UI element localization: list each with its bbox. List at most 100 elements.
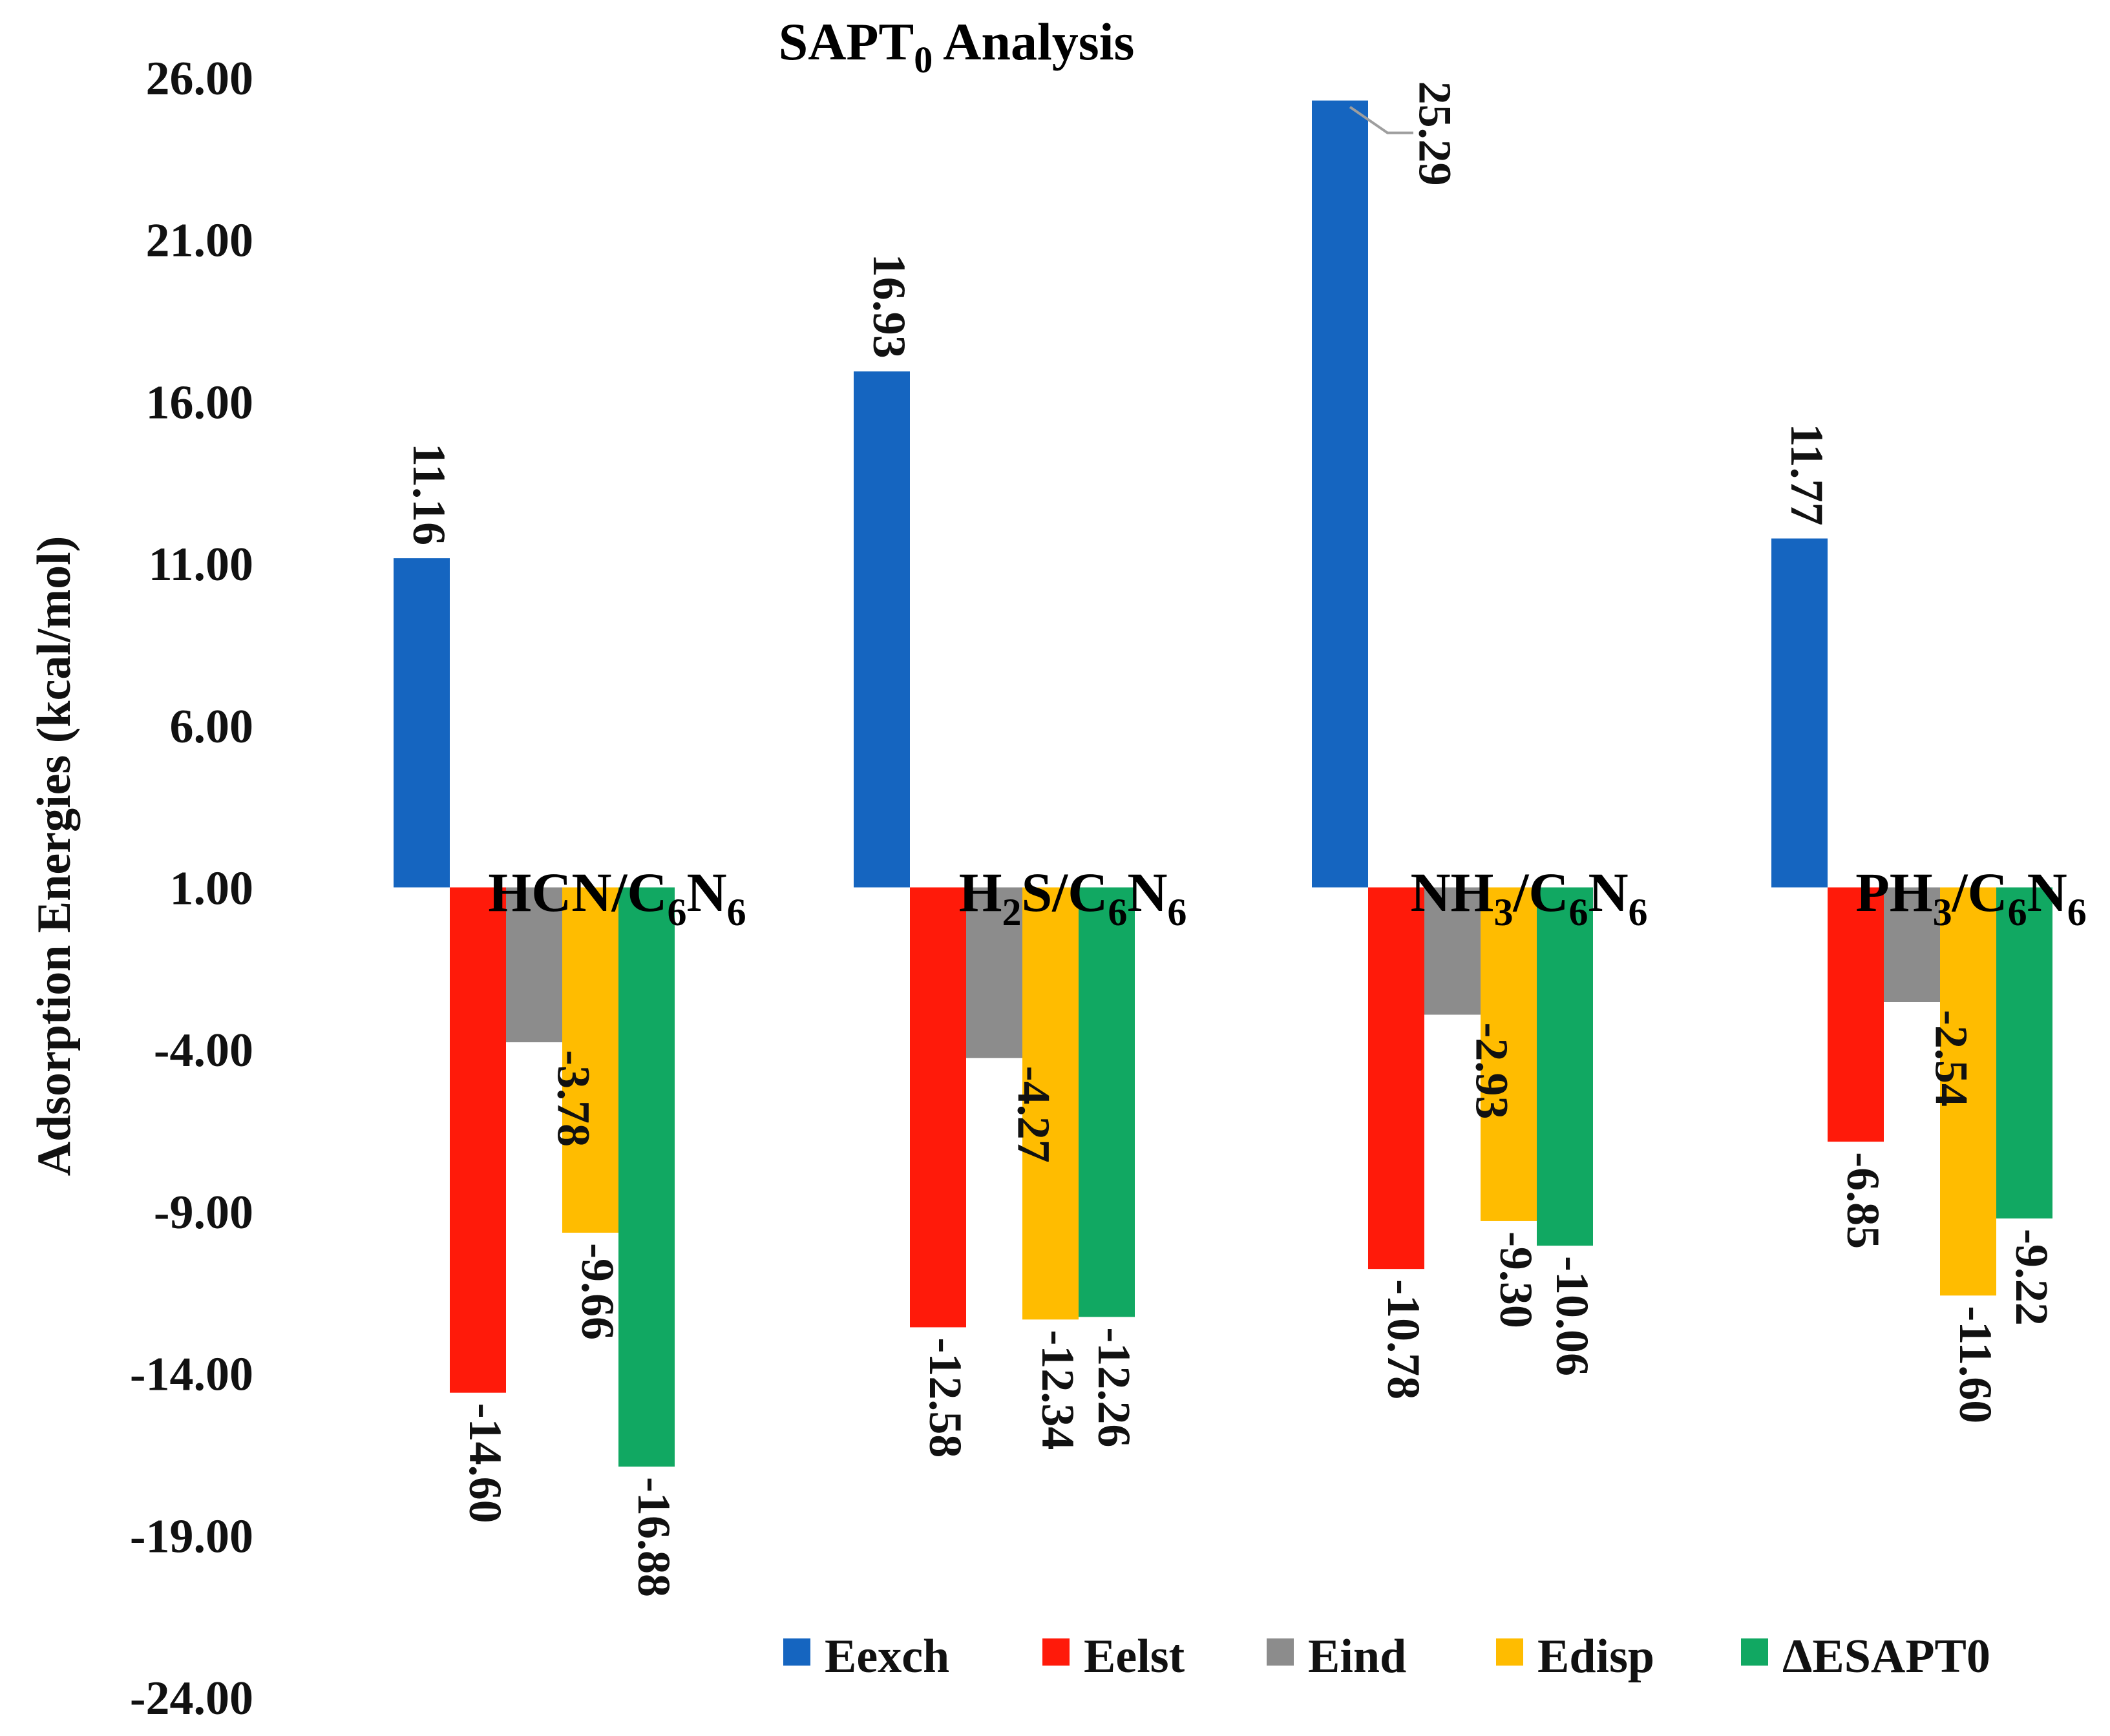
bar-eind-3 — [1424, 887, 1481, 1015]
bar-value-label: -6.85 — [1837, 1152, 1889, 1249]
category-label-part: 6 — [1568, 891, 1588, 934]
legend-swatch — [1496, 1638, 1523, 1666]
bar-value-label: 11.16 — [403, 443, 455, 545]
bar-eexch-2 — [854, 371, 910, 888]
bar-value-label: -2.93 — [1466, 1023, 1517, 1120]
category-label-part: N — [1127, 861, 1167, 923]
category-label-part: N — [2027, 861, 2067, 923]
legend-label: Edisp — [1537, 1630, 1654, 1683]
y-tick-label: 11.00 — [149, 538, 253, 591]
bar-eind-2 — [966, 887, 1022, 1058]
y-tick-label: 1.00 — [170, 863, 254, 915]
y-axis-label: Adsorption Energies (kcal/mol) — [28, 536, 81, 1177]
bar-value-label: -14.60 — [459, 1403, 511, 1523]
category-label: NH3/C6N6 — [1410, 861, 1647, 934]
legend-swatch — [1741, 1638, 1768, 1666]
chart-title-rest: Analysis — [933, 12, 1134, 71]
legend-label: Eexch — [825, 1630, 949, 1683]
bar-edisp-2 — [1022, 887, 1079, 1320]
y-tick-label: 21.00 — [146, 214, 254, 267]
bar-value-label: -3.78 — [547, 1050, 599, 1147]
legend-swatch — [783, 1638, 810, 1666]
chart-title-main: SAPT — [779, 12, 914, 71]
bar-value-label: 16.93 — [863, 254, 915, 359]
bar-eind-4 — [1884, 887, 1940, 1002]
bar-esapt0-1 — [618, 887, 675, 1467]
bar-value-label: -4.27 — [1008, 1066, 1059, 1163]
bar-edisp-4 — [1940, 887, 1996, 1296]
chart-title-subscript: 0 — [914, 39, 933, 81]
y-tick-label: 16.00 — [146, 376, 254, 429]
category-label-part: H — [959, 861, 1002, 923]
category-label-part: /C — [1952, 861, 2008, 923]
bar-value-label: -9.66 — [572, 1243, 624, 1340]
legend-swatch — [1042, 1638, 1070, 1666]
bar-value-label: -10.06 — [1546, 1256, 1598, 1376]
bar-eelst-1 — [450, 887, 506, 1393]
category-label-part: 6 — [1108, 891, 1127, 934]
legend-label: Eind — [1308, 1630, 1406, 1683]
bar-value-label: -10.78 — [1378, 1279, 1430, 1399]
category-label-part: 2 — [1002, 891, 1021, 934]
bar-esapt0-4 — [1996, 887, 2052, 1218]
y-axis-label-group: Adsorption Energies (kcal/mol) — [28, 536, 81, 1177]
category-label-part: 6 — [1167, 891, 1187, 934]
bar-edisp-1 — [562, 887, 618, 1233]
y-tick-label: -19.00 — [130, 1510, 253, 1563]
bar-value-label: 11.77 — [1781, 423, 1833, 525]
bar-value-label: 25.29 — [1409, 81, 1461, 186]
bar-value-label: -9.22 — [2006, 1229, 2058, 1326]
bar-value-label: -12.34 — [1032, 1330, 1084, 1450]
bar-eelst-2 — [910, 887, 966, 1328]
y-tick-label: -24.00 — [130, 1672, 253, 1725]
legend-label: Eelst — [1084, 1630, 1185, 1683]
y-tick-label: -4.00 — [154, 1024, 253, 1077]
bar-eexch-4 — [1771, 538, 1828, 888]
category-label-part: 3 — [1493, 891, 1513, 934]
category-label-part: NH — [1410, 861, 1493, 923]
category-label-part: N — [687, 861, 727, 923]
bar-eind-1 — [506, 887, 562, 1043]
category-label-part: 6 — [2067, 891, 2087, 934]
category-label: H2S/C6N6 — [959, 861, 1187, 934]
y-tick-label: 26.00 — [146, 52, 254, 105]
bar-esapt0-2 — [1079, 887, 1135, 1317]
y-tick-label: -14.00 — [130, 1348, 253, 1401]
bar-eexch-1 — [394, 558, 450, 888]
bar-value-labels: 11.16 16.93 25.29 11.77 -14.60 -12.58 -10.78 -6… — [403, 81, 2058, 1597]
label-leader-line — [1349, 105, 1413, 134]
category-label: PH3/C6N6 — [1855, 861, 2087, 934]
bar-eexch-3 — [1312, 100, 1368, 888]
y-tick-label: -9.00 — [154, 1186, 253, 1239]
bar-esapt0-3 — [1537, 887, 1593, 1246]
y-tick-label: 6.00 — [170, 700, 254, 753]
bar-value-label: -16.88 — [628, 1477, 680, 1597]
category-label-part: 6 — [1629, 891, 1648, 934]
legend-swatch — [1267, 1638, 1294, 1666]
legend: Eexch Eelst Eind Edisp ΔESAPT0 — [783, 1630, 1990, 1683]
category-label-part: 6 — [727, 891, 746, 934]
category-label-part: N — [1588, 861, 1628, 923]
category-labels: HCN/C6N6 H2S/C6N6 NH3/C6N6 PH3/C6N6 — [488, 861, 2086, 934]
category-label-part: S/C — [1021, 861, 1108, 923]
category-label-part: HCN/C — [488, 861, 667, 923]
category-label-part: /C — [1512, 861, 1568, 923]
bar-eelst-3 — [1368, 887, 1424, 1270]
bar-value-label: -9.30 — [1490, 1231, 1542, 1328]
legend-label: ΔESAPT0 — [1782, 1630, 1990, 1683]
category-label: HCN/C6N6 — [488, 861, 746, 934]
category-label-part: 6 — [2008, 891, 2027, 934]
category-label-part: 3 — [1933, 891, 1952, 934]
chart-title: SAPT0 Analysis — [779, 12, 1135, 81]
bar-eelst-4 — [1828, 887, 1884, 1142]
bar-value-label: -12.26 — [1088, 1327, 1140, 1447]
bar-edisp-3 — [1481, 887, 1537, 1221]
bars — [394, 100, 2052, 1467]
bar-value-label: -2.54 — [1925, 1010, 1977, 1107]
bar-value-label: -11.60 — [1950, 1306, 2001, 1423]
category-label-part: PH — [1855, 861, 1932, 923]
y-axis-ticks: 26.00 21.00 16.00 11.00 6.00 1.00 -4.00 -9.00 -1… — [130, 52, 253, 1725]
bar-value-label: -12.58 — [920, 1337, 971, 1458]
